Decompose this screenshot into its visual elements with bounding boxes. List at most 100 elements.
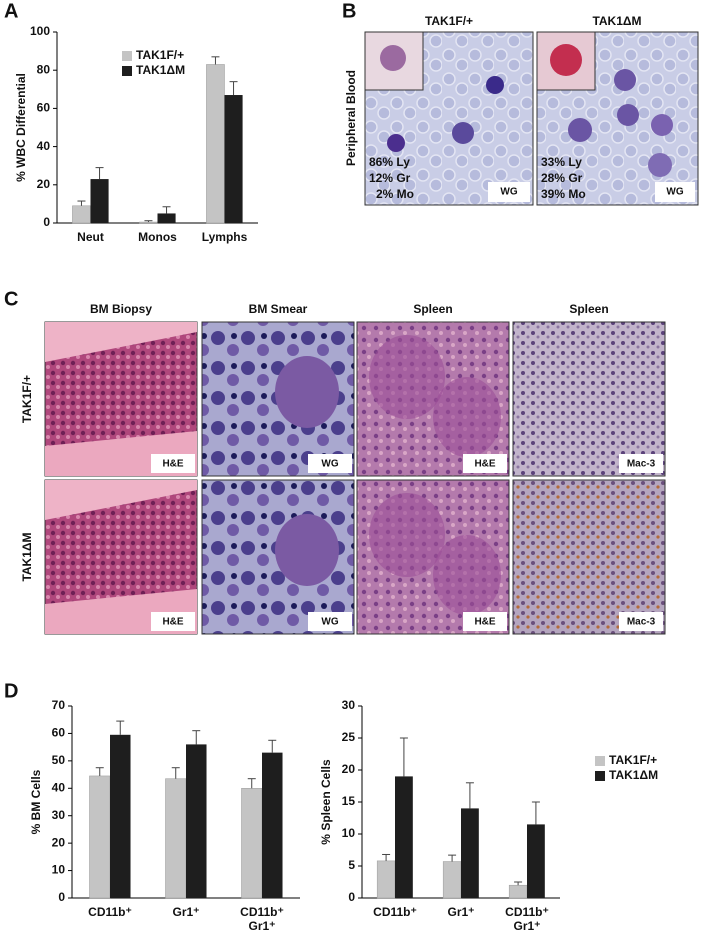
bar xyxy=(157,213,176,223)
label-box xyxy=(151,612,195,631)
y-tick-label: 100 xyxy=(30,24,50,38)
x-tick-label: Gr1⁺ xyxy=(172,905,199,919)
y-tick-label: 40 xyxy=(52,780,66,794)
y-tick-label: 60 xyxy=(37,101,51,115)
y-tick-label: 70 xyxy=(52,698,66,712)
column-title: BM Biopsy xyxy=(90,302,152,316)
x-tick-label: CD11b⁺ xyxy=(88,905,132,919)
legend-label: TAK1ΔM xyxy=(136,63,185,77)
legend-swatch xyxy=(595,771,605,781)
y-tick-label: 30 xyxy=(52,808,66,822)
y-tick-label: 5 xyxy=(348,858,355,872)
column-title: TAK1F/+ xyxy=(425,14,473,28)
follicle xyxy=(369,493,445,577)
cell-count: 2% Mo xyxy=(376,187,414,201)
y-tick-label: 0 xyxy=(58,890,65,904)
cell-count: 39% Mo xyxy=(541,187,586,201)
bar xyxy=(89,775,111,899)
y-tick-label: 20 xyxy=(342,762,356,776)
label-box xyxy=(463,612,507,631)
y-tick-label: 10 xyxy=(52,863,66,877)
cell-count: 33% Ly xyxy=(541,155,582,169)
stain-label: Mac-3 xyxy=(627,459,656,470)
cell-count: 86% Ly xyxy=(369,155,410,169)
bar xyxy=(186,744,207,898)
bone xyxy=(45,480,197,520)
y-tick-label: 30 xyxy=(342,698,356,712)
y-axis-title: % Spleen Cells xyxy=(319,759,333,845)
y-tick-label: 10 xyxy=(342,826,356,840)
stain-label: WG xyxy=(666,187,683,198)
cell xyxy=(275,514,339,586)
bar xyxy=(508,884,528,899)
panel-label: B xyxy=(342,0,356,22)
bar xyxy=(90,179,109,223)
stain-label: H&E xyxy=(162,459,183,470)
bar xyxy=(165,778,187,899)
stain-label: H&E xyxy=(162,617,183,628)
x-tick-label: CD11b⁺ Gr1⁺ xyxy=(240,905,284,933)
panel-label: C xyxy=(4,288,18,310)
x-tick-label: CD11b⁺ xyxy=(373,905,417,919)
label-box xyxy=(619,454,663,473)
y-tick-label: 60 xyxy=(52,726,66,740)
cell-count: 28% Gr xyxy=(541,171,583,185)
bone xyxy=(45,322,197,362)
label-box xyxy=(308,454,352,473)
follicle xyxy=(433,377,501,457)
bar xyxy=(224,95,243,223)
row-label: TAK1F/+ xyxy=(20,375,34,423)
follicle xyxy=(433,535,501,615)
bar xyxy=(241,788,263,899)
panel-label: A xyxy=(4,0,18,22)
bar xyxy=(110,734,131,898)
y-tick-label: 25 xyxy=(342,730,356,744)
label-box xyxy=(308,612,352,631)
row-label: Peripheral Blood xyxy=(344,70,358,166)
legend-swatch xyxy=(595,756,605,766)
y-axis-title: % WBC Differential xyxy=(14,73,28,182)
bar xyxy=(72,205,91,224)
cell xyxy=(275,356,339,428)
bar xyxy=(442,861,462,899)
label-box xyxy=(619,612,663,631)
column-title: TAK1ΔM xyxy=(592,14,641,28)
column-title: BM Smear xyxy=(249,302,308,316)
y-tick-label: 0 xyxy=(348,890,355,904)
y-tick-label: 15 xyxy=(342,794,356,808)
y-axis-title: % BM Cells xyxy=(29,769,43,834)
stain-label: WG xyxy=(500,187,517,198)
x-tick-label: CD11b⁺ Gr1⁺ xyxy=(505,905,549,933)
y-tick-label: 20 xyxy=(52,835,66,849)
bar xyxy=(262,752,283,898)
cell-count: 12% Gr xyxy=(369,171,411,185)
bar xyxy=(376,860,396,899)
stain-label: H&E xyxy=(474,617,495,628)
row-label: TAK1ΔM xyxy=(20,532,34,581)
panel-label: D xyxy=(4,680,18,702)
label-box xyxy=(151,454,195,473)
micrograph xyxy=(536,31,699,206)
micrograph xyxy=(364,31,534,206)
legend-swatch xyxy=(122,66,132,76)
x-tick-label: Monos xyxy=(138,230,177,244)
x-tick-label: Gr1⁺ xyxy=(447,905,474,919)
x-tick-label: Lymphs xyxy=(202,230,248,244)
bar xyxy=(395,776,413,898)
stain-label: WG xyxy=(321,459,338,470)
bar xyxy=(461,808,479,898)
follicle xyxy=(369,335,445,419)
column-title: Spleen xyxy=(413,302,452,316)
column-title: Spleen xyxy=(569,302,608,316)
micrograph xyxy=(512,321,666,477)
bar xyxy=(139,221,158,224)
legend-swatch xyxy=(122,51,132,61)
stain-label: WG xyxy=(321,617,338,628)
label-box xyxy=(463,454,507,473)
y-tick-label: 80 xyxy=(37,62,51,76)
bar xyxy=(527,824,545,898)
y-tick-label: 20 xyxy=(37,177,51,191)
bar xyxy=(206,64,225,224)
legend-label: TAK1ΔM xyxy=(609,768,658,782)
